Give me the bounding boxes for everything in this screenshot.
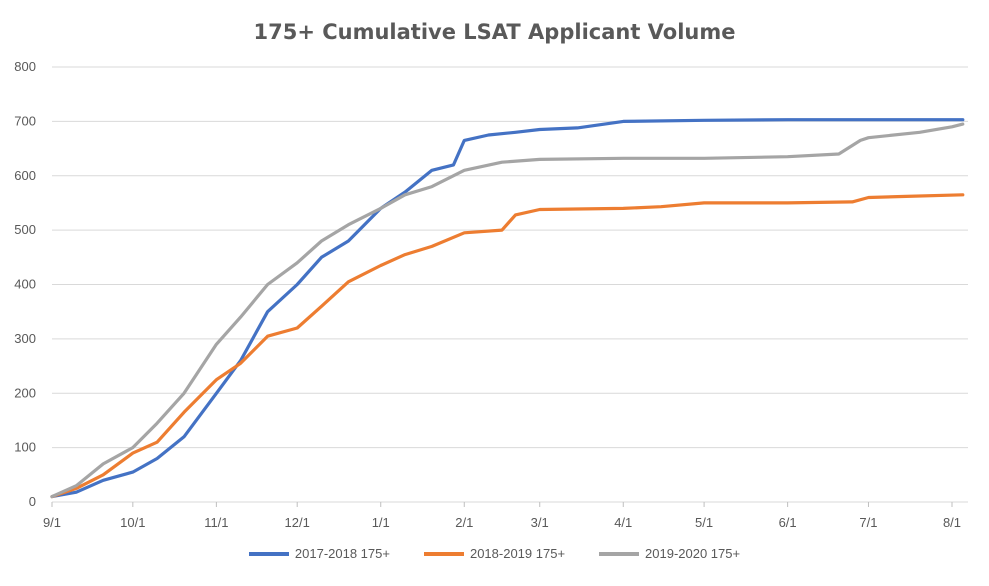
x-tick-label-8: 5/1 [695,515,713,530]
legend-swatch-series-3 [599,551,640,556]
x-tick-label-5: 2/1 [455,515,473,530]
y-tick-label-3: 300 [14,331,36,346]
legend-label-series-3: 2019-2020 175+ [645,546,741,561]
x-tick-label-10: 7/1 [859,515,877,530]
series-line-2 [50,193,965,499]
x-tick-label-9: 6/1 [779,515,797,530]
y-tick-label-7: 700 [14,113,36,128]
y-tick-label-6: 600 [14,168,36,183]
x-tick-label-1: 10/1 [120,515,145,530]
x-tick-label-2: 11/1 [204,515,228,530]
legend-item-series-2: 2018-2019 175+ [423,546,566,561]
legend-swatch-series-1 [248,551,289,556]
y-tick-label-1: 100 [14,440,36,455]
y-tick-label-2: 200 [14,385,36,400]
chart-legend: 2017-2018 175+ 2018-2019 175+ 2019-2020 … [0,546,989,561]
y-tick-label-4: 400 [14,277,36,292]
y-tick-label-8: 800 [14,59,36,74]
x-tick-label-4: 1/1 [372,515,390,530]
series-line-3 [50,122,965,499]
chart-title: 175+ Cumulative LSAT Applicant Volume [253,20,736,44]
x-tick-label-0: 9/1 [43,515,61,530]
legend-label-series-2: 2018-2019 175+ [469,546,566,561]
x-tick-label-6: 3/1 [531,515,549,530]
x-tick-label-7: 4/1 [614,515,632,530]
legend-item-series-3: 2019-2020 175+ [599,546,740,561]
x-tick-label-11: 8/1 [943,515,961,530]
y-tick-label-0: 0 [29,494,36,509]
legend-label-series-1: 2017-2018 175+ [294,546,390,561]
y-tick-label-5: 500 [14,222,36,237]
x-tick-label-3: 12/1 [285,515,310,530]
legend-swatch-series-2 [423,551,464,556]
legend-item-series-1: 2017-2018 175+ [248,546,390,561]
